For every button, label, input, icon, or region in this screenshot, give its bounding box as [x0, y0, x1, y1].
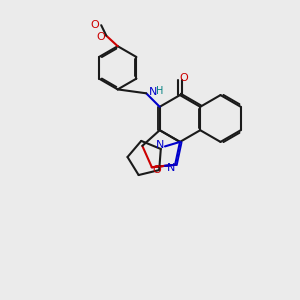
Text: O: O: [97, 32, 105, 42]
Text: O: O: [152, 165, 161, 175]
Text: N: N: [148, 87, 157, 97]
Text: H: H: [156, 86, 164, 96]
Text: O: O: [179, 73, 188, 83]
Text: N: N: [167, 164, 175, 173]
Text: N: N: [156, 140, 165, 150]
Text: O: O: [90, 20, 99, 30]
